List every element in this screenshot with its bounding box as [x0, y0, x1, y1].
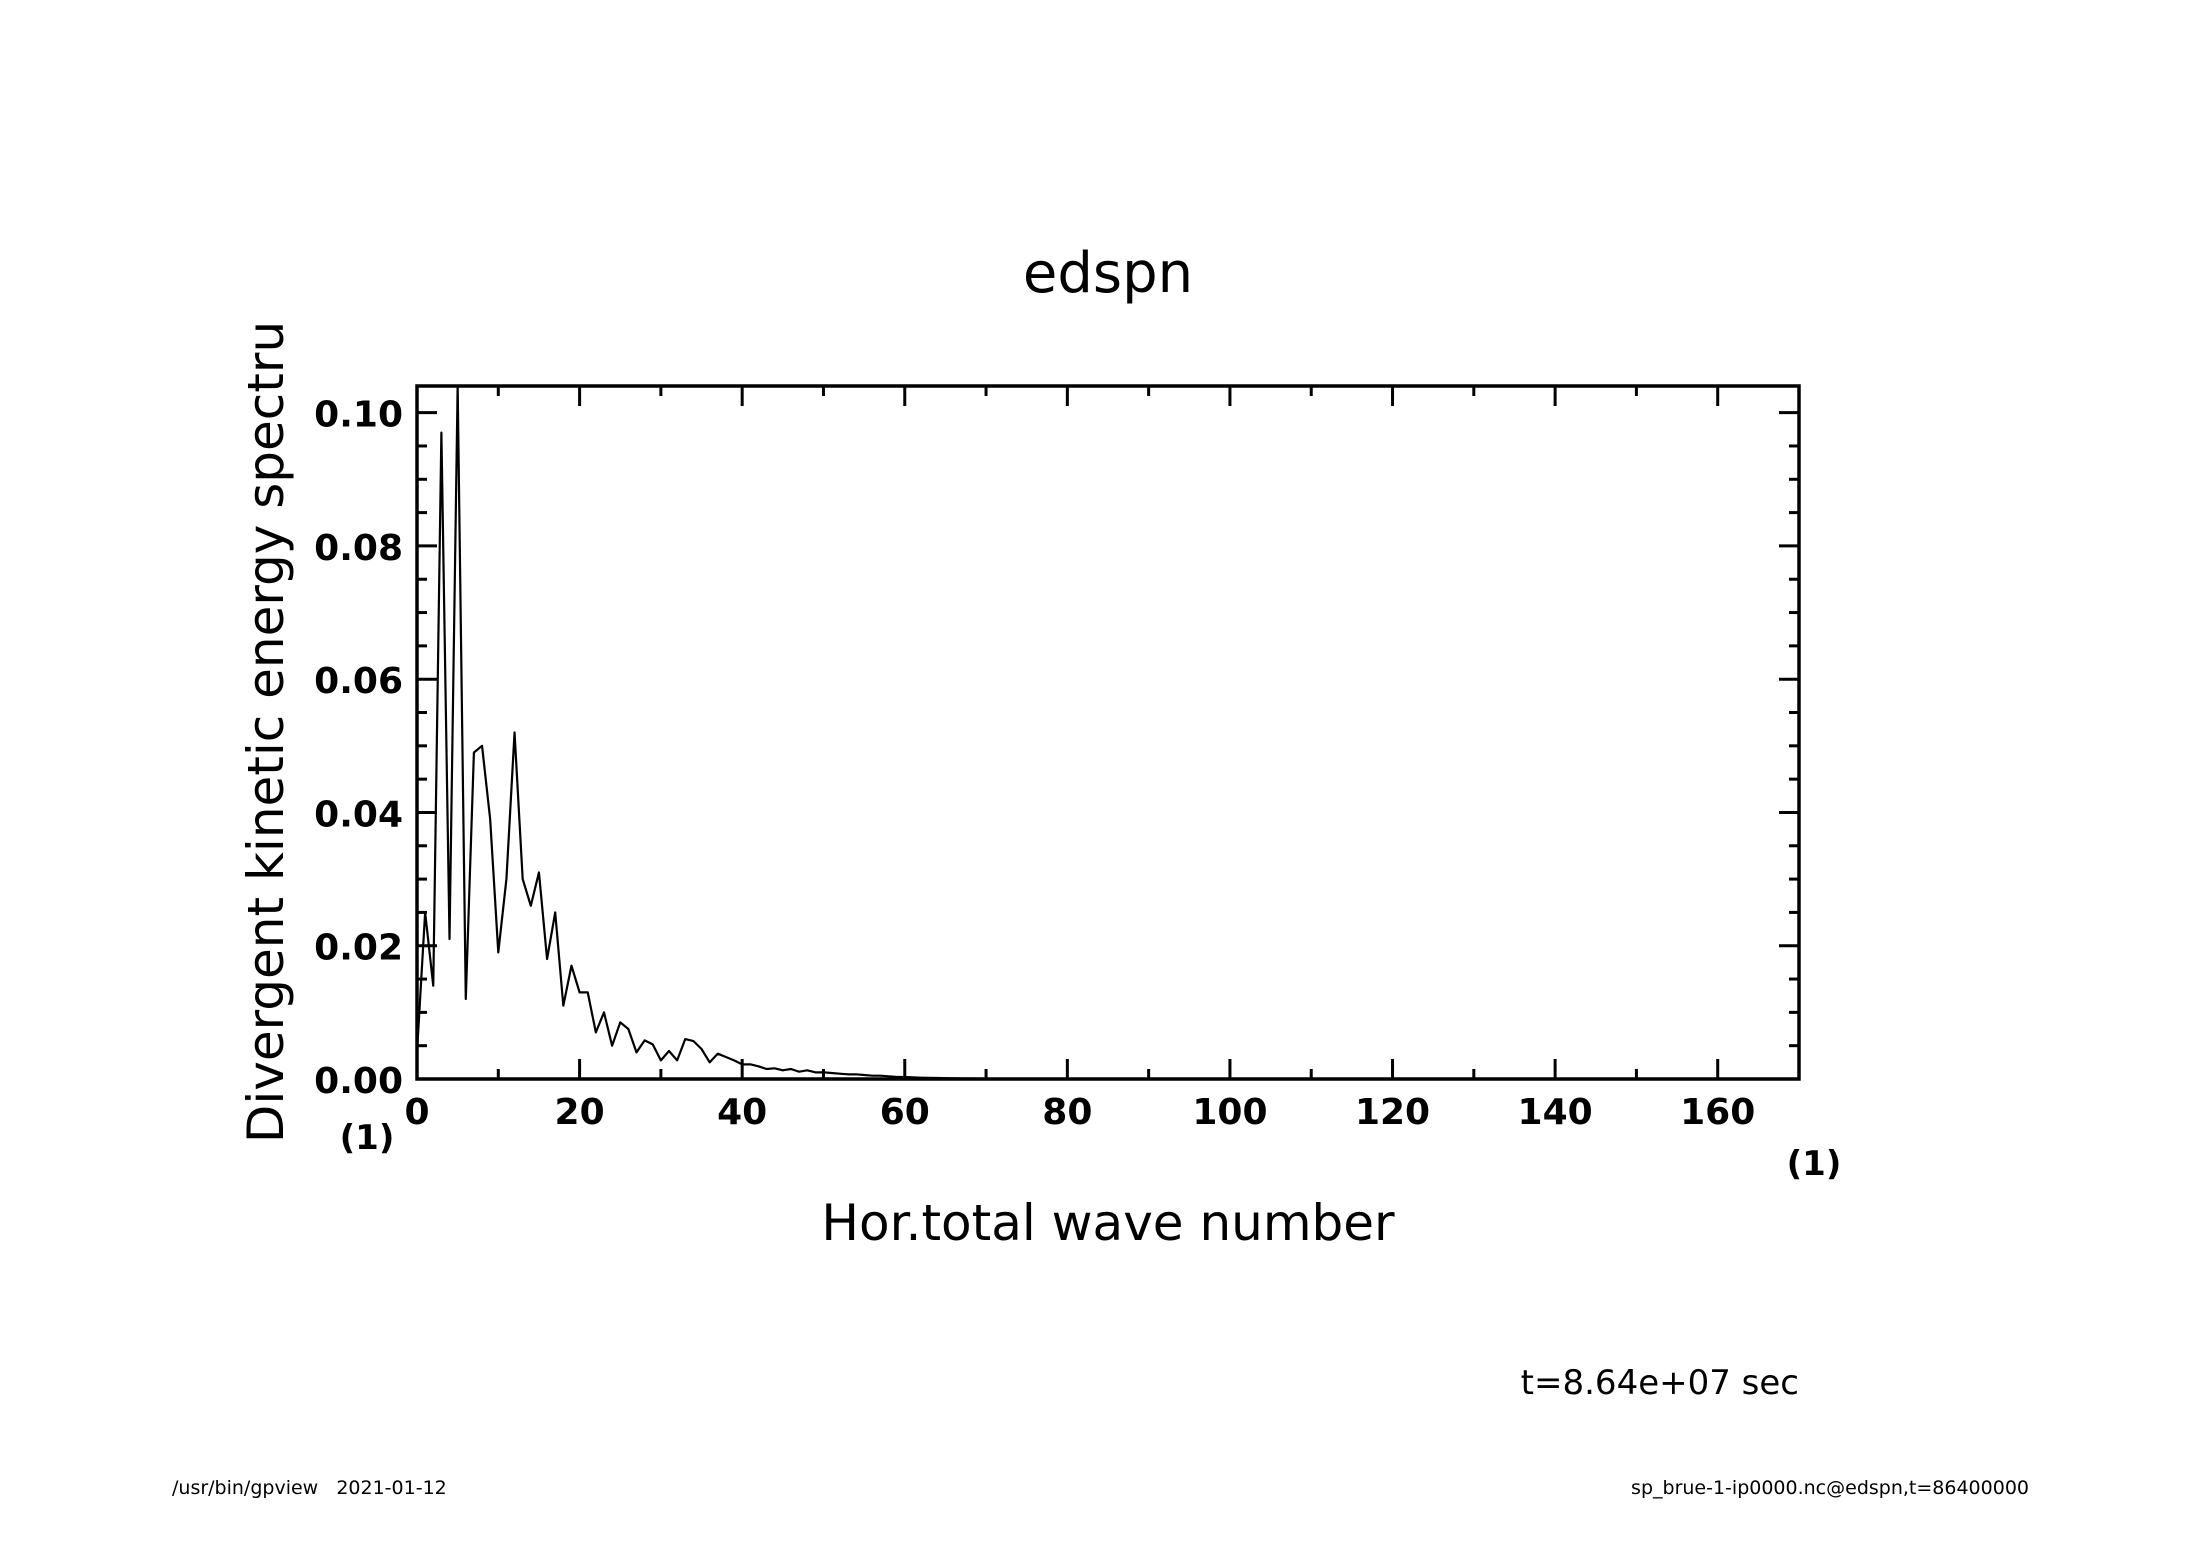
y-axis-ticks: 0.00 0.02 0.04 0.06 0.08 0.10 — [314, 395, 1799, 1102]
x-tick-label: 120 — [1355, 1092, 1430, 1133]
x-tick-label: 40 — [717, 1092, 767, 1133]
y-axis-unit: (1) — [1787, 1144, 1842, 1184]
x-tick-label: 80 — [1042, 1092, 1092, 1133]
y-tick-label: 0.08 — [314, 528, 403, 569]
y-tick-label: 0.02 — [314, 928, 403, 969]
x-tick-label: 140 — [1518, 1092, 1593, 1133]
footer-left: /usr/bin/gpview 2021-01-12 — [172, 1477, 447, 1499]
footer-right: sp_brue-1-ip0000.nc@edspn,t=86400000 — [1631, 1477, 2029, 1499]
x-axis-ticks: 0 20 40 60 80 100 120 140 160 — [404, 386, 1801, 1133]
x-axis-label: Hor.total wave number — [821, 1194, 1395, 1252]
x-tick-label: 0 — [404, 1092, 429, 1133]
y-axis-label: Divergent kinetic energy spectru — [237, 321, 295, 1143]
chart-title: edspn — [1023, 241, 1193, 306]
x-tick-label: 100 — [1192, 1092, 1267, 1133]
series-line — [415, 384, 1799, 1081]
time-annotation: t=8.64e+07 sec — [1521, 1363, 1799, 1403]
y-tick-label: 0.06 — [314, 661, 403, 702]
x-axis-unit: (1) — [340, 1118, 395, 1158]
x-tick-label: 20 — [555, 1092, 605, 1133]
series-layer — [415, 384, 1799, 1081]
x-tick-label: 60 — [880, 1092, 930, 1133]
plot-frame — [415, 384, 1801, 1081]
x-tick-label: 160 — [1680, 1092, 1755, 1133]
y-tick-label: 0.10 — [314, 395, 403, 436]
y-tick-label: 0.00 — [314, 1061, 403, 1102]
y-tick-label: 0.04 — [314, 794, 403, 835]
